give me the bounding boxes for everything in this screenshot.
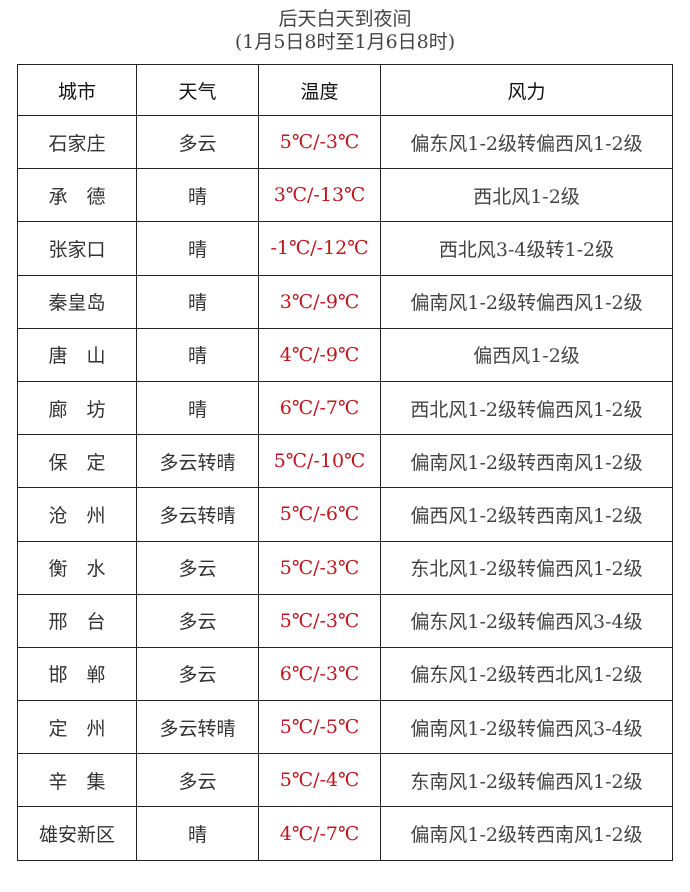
cell-temperature: 3℃/-13℃ — [258, 168, 381, 223]
header-temperature: 温度 — [258, 64, 381, 116]
table-row: 邯 郸多云 6℃/-3℃ 偏东风1-2级转西北风1-2级 — [17, 646, 673, 702]
cell-weather: 多云转晴 — [136, 434, 259, 489]
cell-temperature: 5℃/-3℃ — [258, 593, 381, 648]
cell-wind: 偏南风1-2级转偏西风1-2级 — [380, 274, 673, 329]
cell-wind: 偏东风1-2级转西北风1-2级 — [380, 646, 673, 702]
cell-temperature: 3℃/-9℃ — [258, 274, 381, 329]
cell-city: 承 德 — [17, 168, 137, 223]
cell-weather: 多云 — [136, 593, 259, 648]
cell-wind: 偏东风1-2级转偏西风3-4级 — [380, 593, 673, 648]
cell-temperature: 5℃/-10℃ — [258, 434, 381, 489]
cell-city: 沧 州 — [17, 487, 137, 542]
cell-wind: 偏西风1-2级 — [380, 327, 673, 382]
cell-city: 唐 山 — [17, 327, 137, 382]
cell-temperature: 4℃/-7℃ — [258, 806, 381, 861]
cell-temperature: 6℃/-3℃ — [258, 646, 381, 702]
cell-wind: 西北风1-2级转偏西风1-2级 — [380, 380, 673, 436]
cell-temperature: 5℃/-3℃ — [258, 540, 381, 595]
table-row: 张家口晴 -1℃/-12℃ 西北风3-4级转1-2级 — [17, 221, 673, 276]
table-row: 衡 水多云 5℃/-3℃ 东北风1-2级转偏西风1-2级 — [17, 540, 673, 595]
cell-city: 廊 坊 — [17, 380, 137, 436]
header-city: 城市 — [17, 64, 137, 116]
cell-weather: 晴 — [136, 806, 259, 861]
cell-temperature: 5℃/-6℃ — [258, 487, 381, 542]
cell-wind: 东北风1-2级转偏西风1-2级 — [380, 540, 673, 595]
cell-city: 辛 集 — [17, 753, 137, 808]
table-row: 邢 台多云 5℃/-3℃ 偏东风1-2级转偏西风3-4级 — [17, 593, 673, 648]
cell-wind: 西北风3-4级转1-2级 — [380, 221, 673, 276]
header-wind: 风力 — [380, 64, 673, 116]
cell-wind: 偏南风1-2级转偏西风3-4级 — [380, 700, 673, 755]
cell-wind: 偏南风1-2级转西南风1-2级 — [380, 434, 673, 489]
table-row: 承 德晴 3℃/-13℃ 西北风1-2级 — [17, 168, 673, 223]
table-row: 唐 山晴 4℃/-9℃ 偏西风1-2级 — [17, 327, 673, 382]
table-row: 辛 集多云 5℃/-4℃ 东南风1-2级转偏西风1-2级 — [17, 753, 673, 808]
table-row: 沧 州多云转晴 5℃/-6℃ 偏西风1-2级转西南风1-2级 — [17, 487, 673, 542]
forecast-table: 城市 天气 温度 风力 石家庄 多云 5℃/-3℃ 偏东风1-2级转偏西风1-2级承 … — [17, 64, 673, 861]
cell-wind: 偏南风1-2级转西南风1-2级 — [380, 806, 673, 861]
cell-weather: 多云 — [136, 540, 259, 595]
cell-weather: 多云 — [136, 646, 259, 702]
forecast-title: 后天白天到夜间 — [278, 8, 412, 30]
table-row: 定 州多云转晴 5℃/-5℃ 偏南风1-2级转偏西风3-4级 — [17, 700, 673, 755]
cell-temperature: 5℃/-3℃ — [258, 114, 381, 170]
cell-city: 定 州 — [17, 700, 137, 755]
table-row: 雄安新区晴 4℃/-7℃ 偏南风1-2级转西南风1-2级 — [17, 806, 673, 861]
header-weather: 天气 — [136, 64, 259, 116]
cell-city: 张家口 — [17, 221, 137, 276]
cell-city: 石家庄 — [17, 114, 137, 170]
cell-city: 秦皇岛 — [17, 274, 137, 329]
cell-wind: 偏西风1-2级转西南风1-2级 — [380, 487, 673, 542]
cell-weather: 多云 — [136, 114, 259, 170]
cell-temperature: 5℃/-5℃ — [258, 700, 381, 755]
cell-city: 邢 台 — [17, 593, 137, 648]
cell-weather: 晴 — [136, 274, 259, 329]
table-row: 石家庄 多云 5℃/-3℃ 偏东风1-2级转偏西风1-2级 — [17, 114, 673, 170]
cell-weather: 晴 — [136, 168, 259, 223]
cell-city: 保 定 — [17, 434, 137, 489]
cell-wind: 东南风1-2级转偏西风1-2级 — [380, 753, 673, 808]
cell-weather: 晴 — [136, 327, 259, 382]
cell-city: 雄安新区 — [17, 806, 137, 861]
cell-weather: 多云转晴 — [136, 700, 259, 755]
cell-city: 邯 郸 — [17, 646, 137, 702]
cell-city: 衡 水 — [17, 540, 137, 595]
cell-temperature: 4℃/-9℃ — [258, 327, 381, 382]
cell-temperature: -1℃/-12℃ — [258, 221, 381, 276]
cell-weather: 多云转晴 — [136, 487, 259, 542]
forecast-period: (1月5日8时至1月6日8时) — [234, 31, 456, 53]
cell-temperature: 5℃/-4℃ — [258, 753, 381, 808]
table-row: 秦皇岛晴 3℃/-9℃ 偏南风1-2级转偏西风1-2级 — [17, 274, 673, 329]
cell-weather: 晴 — [136, 380, 259, 436]
cell-wind: 西北风1-2级 — [380, 168, 673, 223]
table-header-row: 城市 天气 温度 风力 — [17, 64, 673, 116]
table-row: 廊 坊晴 6℃/-7℃ 西北风1-2级转偏西风1-2级 — [17, 380, 673, 436]
cell-weather: 晴 — [136, 221, 259, 276]
cell-temperature: 6℃/-7℃ — [258, 380, 381, 436]
table-row: 保 定多云转晴 5℃/-10℃ 偏南风1-2级转西南风1-2级 — [17, 434, 673, 489]
cell-weather: 多云 — [136, 753, 259, 808]
cell-wind: 偏东风1-2级转偏西风1-2级 — [380, 114, 673, 170]
